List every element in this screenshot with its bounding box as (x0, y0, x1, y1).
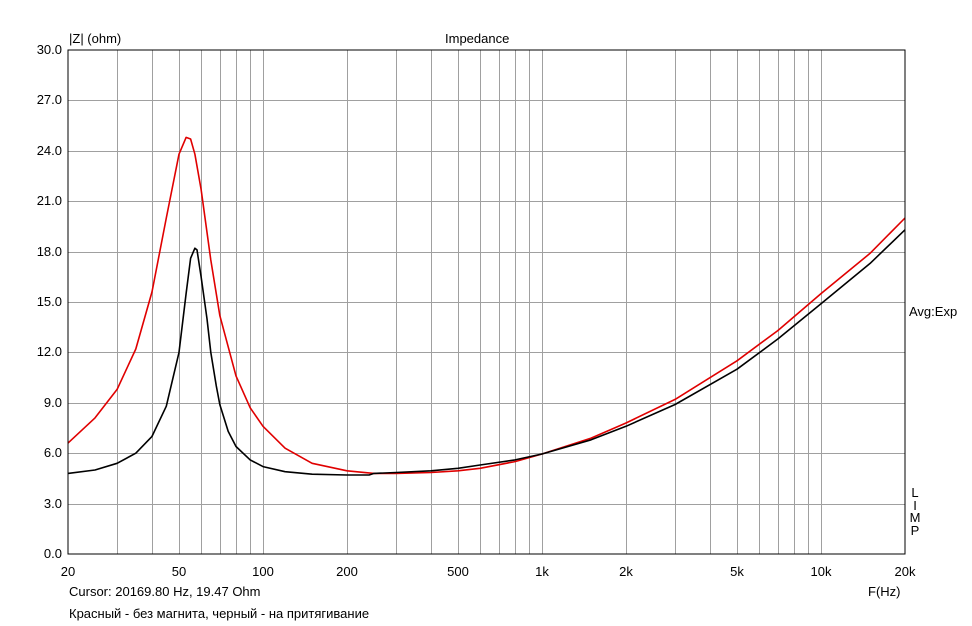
cursor-readout: Cursor: 20169.80 Hz, 19.47 Ohm (69, 584, 261, 599)
x-tick-label: 200 (336, 564, 358, 579)
limp-letter: M (909, 510, 921, 525)
x-tick-label: 2k (619, 564, 633, 579)
caption: Красный - без магнита, черный - на притя… (69, 606, 370, 621)
avg-label: Avg:Exp (909, 304, 958, 319)
x-tick-label: 20k (894, 564, 916, 579)
y-tick-label: 0.0 (43, 546, 62, 561)
y-tick-label: 21.0 (36, 193, 62, 209)
series-lines (67, 136, 906, 476)
grid-lines (68, 50, 905, 554)
x-tick-label: 20 (60, 564, 76, 579)
plot-frame (67, 49, 906, 555)
series-line-red (67, 136, 906, 475)
y-axis-label: |Z| (ohm) (69, 31, 122, 46)
series-line-black (67, 229, 906, 476)
x-tick-label: 50 (171, 564, 187, 579)
limp-letter: L (911, 485, 919, 500)
y-tick-label: 6.0 (43, 445, 62, 461)
x-tick-label: 10k (810, 564, 832, 579)
x-tick-label: 5k (730, 564, 744, 579)
limp-letter: I (913, 497, 917, 513)
y-tick-label: 15.0 (36, 294, 62, 309)
x-tick-label: 500 (447, 564, 469, 579)
limp-letter: P (910, 522, 920, 538)
y-tick-label: 24.0 (36, 142, 62, 158)
y-tick-label: 9.0 (43, 394, 62, 410)
y-tick-label: 12.0 (36, 344, 62, 360)
y-tick-label: 3.0 (43, 495, 62, 511)
y-tick-label: 30.0 (36, 42, 62, 57)
x-tick-label: 100 (252, 564, 274, 579)
y-tick-label: 27.0 (36, 92, 62, 108)
x-axis-label: F(Hz) (868, 584, 901, 599)
chart-title: Impedance (445, 31, 510, 46)
y-tick-label: 18.0 (36, 243, 62, 259)
x-tick-label: 1k (535, 564, 549, 579)
